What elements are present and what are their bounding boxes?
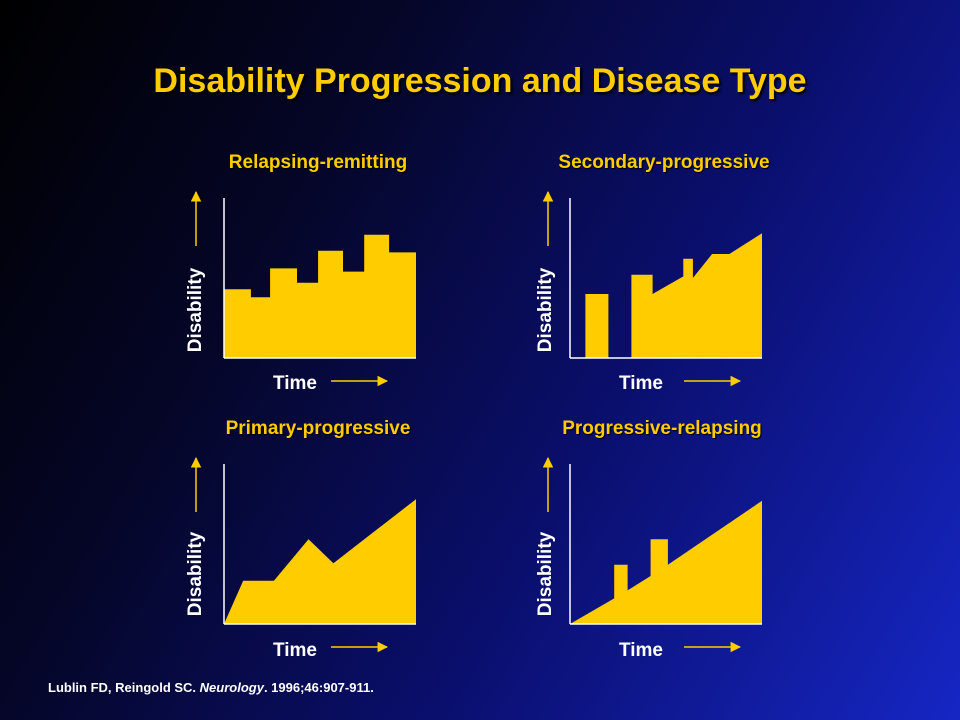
x-axis-label-progressive-relapsing: Time bbox=[619, 640, 664, 661]
panel-title-relapsing-remitting: Relapsing-remitting bbox=[228, 152, 408, 173]
x-axis-label-secondary-progressive: Time bbox=[619, 373, 664, 394]
x-axis-label-primary-progressive: Time bbox=[273, 640, 318, 661]
panel-title-progressive-relapsing: Progressive-relapsing bbox=[562, 418, 762, 439]
citation-authors: Lublin FD, Reingold SC. bbox=[48, 680, 200, 695]
citation: Lublin FD, Reingold SC. Neurology. 1996;… bbox=[48, 680, 374, 695]
x-axis-label-relapsing-remitting: Time bbox=[273, 373, 318, 394]
disability-area-relapsing-remitting bbox=[224, 234, 416, 358]
panel-title-secondary-progressive: Secondary-progressive bbox=[558, 152, 770, 173]
slide-title: Disability Progression and Disease Type bbox=[153, 62, 807, 100]
citation-details: . 1996;46:907-911. bbox=[263, 680, 374, 695]
citation-journal: Neurology bbox=[199, 680, 264, 695]
disability-area-progressive-relapsing bbox=[570, 500, 762, 624]
disability-area-primary-progressive bbox=[224, 499, 416, 624]
disability-area-secondary-progressive-2 bbox=[631, 233, 762, 358]
panel-title-primary-progressive: Primary-progressive bbox=[225, 418, 411, 439]
disability-area-secondary-progressive-1 bbox=[585, 294, 609, 358]
